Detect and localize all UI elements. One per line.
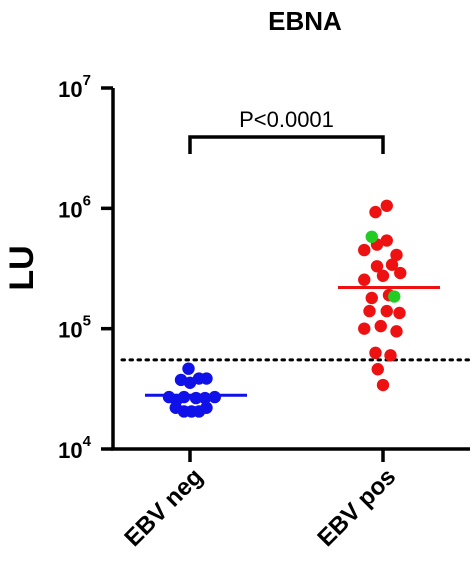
x-tick-label: EBV pos <box>312 463 401 552</box>
chart-title: EBNA <box>268 6 342 36</box>
data-point <box>182 362 195 375</box>
y-axis-label: LU <box>3 245 41 290</box>
data-point <box>177 390 191 404</box>
data-point <box>376 378 390 392</box>
data-point <box>376 269 390 283</box>
data-point <box>365 291 378 305</box>
x-tick-label: EBV neg <box>119 463 208 552</box>
significance-bracket <box>188 135 385 154</box>
data-point <box>371 363 384 376</box>
data-point <box>384 349 397 362</box>
data-point-highlighted <box>388 290 401 303</box>
y-axis-ticks: 104 105 106 107 <box>58 72 113 463</box>
p-value-label: P<0.0001 <box>239 107 334 132</box>
y-tick-label: 104 <box>58 433 91 463</box>
data-point <box>390 248 403 262</box>
x-axis-ticks: EBV neg EBV pos <box>119 449 401 552</box>
significance-annotation: P<0.0001 <box>188 107 385 154</box>
data-point-highlighted <box>365 230 378 244</box>
data-point <box>393 306 406 320</box>
data-point <box>380 304 393 318</box>
data-point <box>358 243 371 257</box>
data-point <box>380 234 393 247</box>
data-point <box>380 199 393 212</box>
data-point <box>394 266 407 280</box>
data-point <box>369 205 382 219</box>
data-point <box>200 401 213 414</box>
y-tick-label: 107 <box>58 72 91 102</box>
data-point <box>358 322 371 335</box>
data-point <box>390 325 403 338</box>
data-point <box>385 258 399 271</box>
data-point <box>200 372 213 385</box>
data-point <box>208 390 221 404</box>
data-point <box>358 273 371 286</box>
data-point <box>369 346 382 360</box>
data-point <box>363 304 376 318</box>
median-lines <box>145 285 440 397</box>
y-tick-label: 106 <box>58 192 91 222</box>
y-tick-label: 105 <box>58 313 91 343</box>
data-point <box>370 260 384 273</box>
data-point <box>374 319 387 333</box>
data-points <box>162 199 407 418</box>
